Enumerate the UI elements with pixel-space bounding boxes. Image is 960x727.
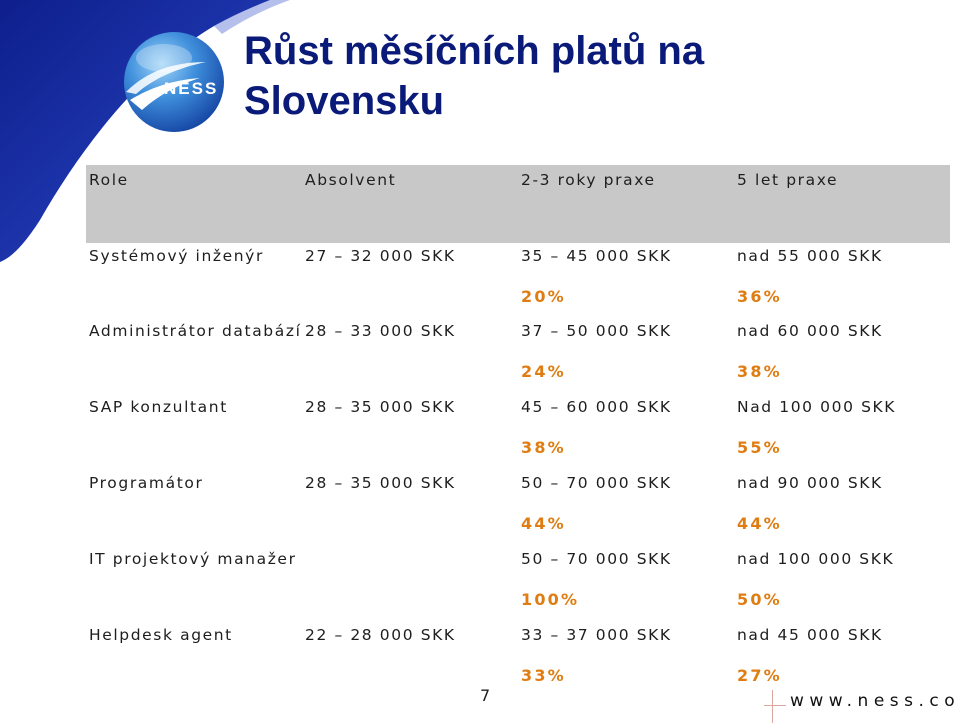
row-2-3-years: 50 – 70 000 SKK (521, 550, 672, 568)
row-absolvent: 28 – 35 000 SKK (305, 398, 456, 416)
row-2-3-years: 45 – 60 000 SKK (521, 398, 672, 416)
row-absolvent: 22 – 28 000 SKK (305, 626, 456, 644)
row-pct-2-3: 20% (521, 287, 566, 306)
row-pct-2-3: 100% (521, 590, 580, 609)
row-pct-5: 50% (737, 590, 782, 609)
row-5-years: nad 55 000 SKK (737, 247, 883, 265)
header-2-3-years: 2-3 roky praxe (521, 171, 656, 189)
website-link[interactable]: www.ness.com (790, 691, 960, 711)
row-role: Systémový inženýr (89, 247, 264, 265)
header-role: Role (89, 171, 129, 189)
row-pct-2-3: 24% (521, 362, 566, 381)
table-header-band (86, 165, 950, 243)
page-number: 7 (480, 686, 491, 705)
row-pct-2-3: 44% (521, 514, 566, 533)
crosshair-vertical-line (772, 690, 773, 723)
row-5-years: nad 45 000 SKK (737, 626, 883, 644)
ness-logo: NESS (124, 32, 224, 132)
row-role: SAP konzultant (89, 398, 228, 416)
page-title: Růst měsíčních platů na Slovensku (244, 26, 704, 126)
row-role: Administrátor databází (89, 322, 302, 340)
row-role: Programátor (89, 474, 204, 492)
row-2-3-years: 33 – 37 000 SKK (521, 626, 672, 644)
row-absolvent: 28 – 35 000 SKK (305, 474, 456, 492)
row-pct-2-3: 33% (521, 666, 566, 685)
row-2-3-years: 35 – 45 000 SKK (521, 247, 672, 265)
row-absolvent: 27 – 32 000 SKK (305, 247, 456, 265)
row-5-years: nad 100 000 SKK (737, 550, 895, 568)
row-absolvent: 28 – 33 000 SKK (305, 322, 456, 340)
header-5-years: 5 let praxe (737, 171, 839, 189)
header-absolvent: Absolvent (305, 171, 397, 189)
logo-text: NESS (164, 79, 218, 98)
row-pct-2-3: 38% (521, 438, 566, 457)
row-2-3-years: 50 – 70 000 SKK (521, 474, 672, 492)
row-5-years: Nad 100 000 SKK (737, 398, 897, 416)
title-line-2: Slovensku (244, 79, 445, 123)
row-2-3-years: 37 – 50 000 SKK (521, 322, 672, 340)
row-role: Helpdesk agent (89, 626, 233, 644)
row-pct-5: 44% (737, 514, 782, 533)
title-line-1: Růst měsíčních platů na (244, 29, 705, 73)
row-5-years: nad 90 000 SKK (737, 474, 883, 492)
row-pct-5: 38% (737, 362, 782, 381)
crosshair-horizontal-line (764, 705, 786, 706)
row-5-years: nad 60 000 SKK (737, 322, 883, 340)
row-role: IT projektový manažer (89, 550, 297, 568)
row-pct-5: 36% (737, 287, 782, 306)
row-pct-5: 27% (737, 666, 782, 685)
row-pct-5: 55% (737, 438, 782, 457)
